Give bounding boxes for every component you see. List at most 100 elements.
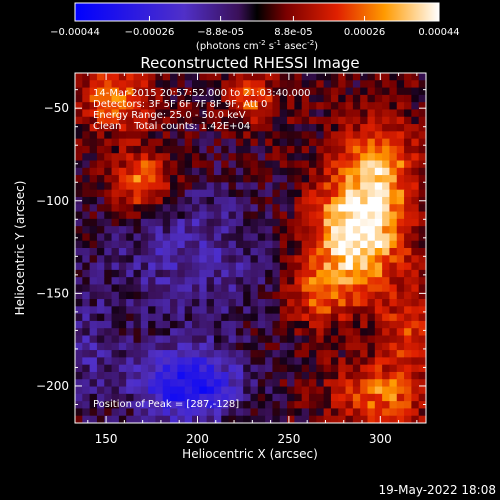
heatmap-cell [250, 109, 259, 118]
heatmap-cell [418, 277, 426, 286]
heatmap-cell [257, 240, 266, 249]
heatmap-cell [287, 415, 295, 423]
heatmap-cell [352, 371, 361, 380]
heatmap-cell [418, 138, 426, 147]
heatmap-cell [316, 211, 325, 220]
heatmap-cell [294, 211, 303, 220]
heatmap-cell [184, 73, 193, 81]
heatmap-cell [396, 167, 405, 176]
heatmap-cell [213, 313, 222, 322]
heatmap-cell [96, 357, 105, 366]
heatmap-cell [272, 131, 281, 140]
heatmap-cell [133, 109, 142, 118]
heatmap-cell [206, 240, 215, 249]
heatmap-cell [184, 226, 193, 235]
heatmap-cell [133, 124, 142, 132]
heatmap-cell [199, 386, 208, 395]
heatmap-cell [272, 196, 281, 205]
heatmap-cell [338, 87, 347, 96]
heatmap-cell [206, 196, 215, 205]
heatmap-cell [301, 248, 310, 256]
heatmap-cell [411, 160, 420, 169]
heatmap-cell [89, 328, 98, 337]
heatmap-cell [177, 379, 186, 388]
heatmap-cell [287, 320, 295, 329]
heatmap-cell [389, 80, 398, 89]
heatmap-cell [192, 218, 200, 227]
heatmap-cell [96, 291, 105, 300]
heatmap-cell [287, 393, 295, 402]
heatmap-cell [184, 189, 193, 198]
heatmap-cell [250, 371, 259, 380]
heatmap-cell [133, 371, 142, 380]
heatmap-cell [352, 131, 361, 140]
heatmap-cell [301, 189, 310, 198]
heatmap-cell [411, 226, 420, 235]
heatmap-cell [352, 342, 361, 351]
heatmap-cell [118, 175, 127, 183]
heatmap-cell [382, 211, 391, 220]
heatmap-cell [301, 124, 310, 132]
heatmap-cell [279, 342, 288, 351]
heatmap-cell [345, 233, 354, 242]
heatmap-cell [206, 226, 215, 235]
heatmap-cell [352, 415, 361, 423]
heatmap-cell [199, 255, 208, 264]
heatmap-cell [323, 124, 332, 132]
heatmap-cell [111, 291, 120, 300]
heatmap-cell [155, 313, 164, 322]
heatmap-cell [316, 357, 325, 366]
heatmap-cell [287, 211, 295, 220]
heatmap-cell [155, 269, 164, 278]
heatmap-cell [170, 138, 178, 147]
heatmap-cell [301, 408, 310, 417]
heatmap-cell [75, 94, 83, 103]
heatmap-cell [250, 393, 259, 402]
heatmap-cell [309, 401, 317, 410]
heatmap-cell [309, 226, 317, 235]
heatmap-cell [404, 371, 412, 380]
heatmap-cell [265, 94, 274, 103]
heatmap-cell [301, 357, 310, 366]
heatmap-cell [265, 116, 274, 125]
heatmap-cell [199, 364, 208, 373]
heatmap-cell [301, 102, 310, 111]
heatmap-cell [352, 291, 361, 300]
heatmap-cell [323, 196, 332, 205]
heatmap-cell [221, 371, 230, 380]
heatmap-cell [323, 131, 332, 140]
colorbar-tick-label: −8.8e-05 [197, 27, 244, 38]
heatmap-cell [118, 262, 127, 271]
heatmap-cell [360, 87, 369, 96]
heatmap-cell [279, 145, 288, 154]
heatmap-cell [338, 218, 347, 227]
heatmap-cell [221, 291, 230, 300]
heatmap-cell [192, 196, 200, 205]
heatmap-cell [265, 226, 274, 235]
heatmap-cell [228, 328, 237, 337]
heatmap-cell [170, 371, 178, 380]
heatmap-cell [374, 160, 383, 169]
heatmap-cell [170, 153, 178, 162]
heatmap-cell [374, 196, 383, 205]
heatmap-cell [140, 415, 149, 423]
heatmap-cell [279, 73, 288, 81]
heatmap-cell [360, 102, 369, 111]
heatmap-cell [184, 415, 193, 423]
heatmap-cell [228, 277, 237, 286]
heatmap-cell [279, 218, 288, 227]
heatmap-cell [309, 211, 317, 220]
heatmap-cell [382, 182, 391, 191]
heatmap-cell [250, 335, 259, 344]
heatmap-cell [82, 269, 91, 278]
heatmap-cell [352, 364, 361, 373]
heatmap-cell [177, 386, 186, 395]
heatmap-cell [155, 226, 164, 235]
heatmap-cell [294, 313, 303, 322]
heatmap-cell [89, 175, 98, 183]
heatmap-cell [323, 328, 332, 337]
heatmap-cell [228, 320, 237, 329]
heatmap-cell [287, 102, 295, 111]
heatmap-cell [330, 277, 339, 286]
heatmap-cell [221, 357, 230, 366]
